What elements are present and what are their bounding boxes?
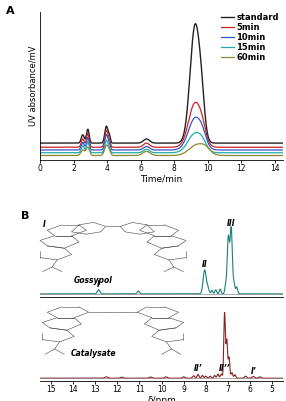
Text: II’’: II’’: [219, 365, 230, 373]
Text: I’: I’: [251, 367, 256, 376]
standard: [38, 141, 42, 146]
Text: B: B: [21, 211, 29, 221]
5min: [140, 144, 144, 148]
10min: [262, 148, 265, 152]
Text: III: III: [227, 219, 235, 228]
Line: 5min: 5min: [40, 102, 283, 147]
10min: [194, 115, 198, 119]
standard: [262, 141, 265, 146]
Text: I: I: [97, 280, 100, 289]
15min: [154, 150, 157, 155]
60min: [262, 153, 265, 158]
5min: [281, 145, 285, 150]
Text: II: II: [202, 260, 208, 269]
5min: [215, 145, 219, 150]
standard: [142, 138, 146, 142]
5min: [274, 145, 277, 150]
Y-axis label: UV absorbance/mV: UV absorbance/mV: [28, 46, 37, 126]
60min: [154, 153, 157, 158]
15min: [38, 150, 42, 155]
60min: [38, 153, 42, 158]
standard: [215, 141, 219, 146]
X-axis label: Time/min: Time/min: [140, 174, 183, 183]
15min: [281, 150, 285, 155]
60min: [215, 152, 219, 157]
standard: [194, 21, 197, 26]
Line: standard: standard: [40, 24, 283, 143]
60min: [274, 153, 277, 158]
standard: [281, 141, 285, 146]
10min: [274, 148, 277, 152]
15min: [195, 130, 198, 135]
Legend: standard, 5min, 10min, 15min, 60min: standard, 5min, 10min, 15min, 60min: [221, 13, 279, 62]
15min: [274, 150, 277, 155]
Text: Catalysate: Catalysate: [71, 348, 116, 358]
60min: [142, 150, 146, 154]
10min: [215, 148, 219, 152]
15min: [262, 150, 265, 155]
5min: [38, 145, 42, 150]
standard: [274, 141, 277, 146]
15min: [215, 150, 219, 155]
15min: [140, 149, 144, 154]
10min: [38, 148, 42, 152]
15min: [142, 148, 146, 153]
60min: [140, 151, 144, 156]
Text: I: I: [43, 220, 45, 229]
60min: [199, 141, 202, 146]
10min: [140, 146, 144, 151]
Text: A: A: [6, 6, 15, 16]
Line: 15min: 15min: [40, 133, 283, 153]
5min: [194, 100, 197, 105]
10min: [154, 148, 157, 152]
standard: [154, 141, 157, 146]
10min: [281, 148, 285, 152]
10min: [142, 145, 146, 150]
Text: II’: II’: [194, 365, 202, 373]
Line: 10min: 10min: [40, 117, 283, 150]
standard: [140, 139, 144, 144]
5min: [262, 145, 265, 150]
60min: [281, 153, 285, 158]
5min: [142, 142, 146, 147]
5min: [154, 145, 157, 150]
X-axis label: δ/ppm: δ/ppm: [147, 395, 176, 401]
Text: Gossypol: Gossypol: [74, 276, 113, 285]
Line: 60min: 60min: [40, 144, 283, 156]
